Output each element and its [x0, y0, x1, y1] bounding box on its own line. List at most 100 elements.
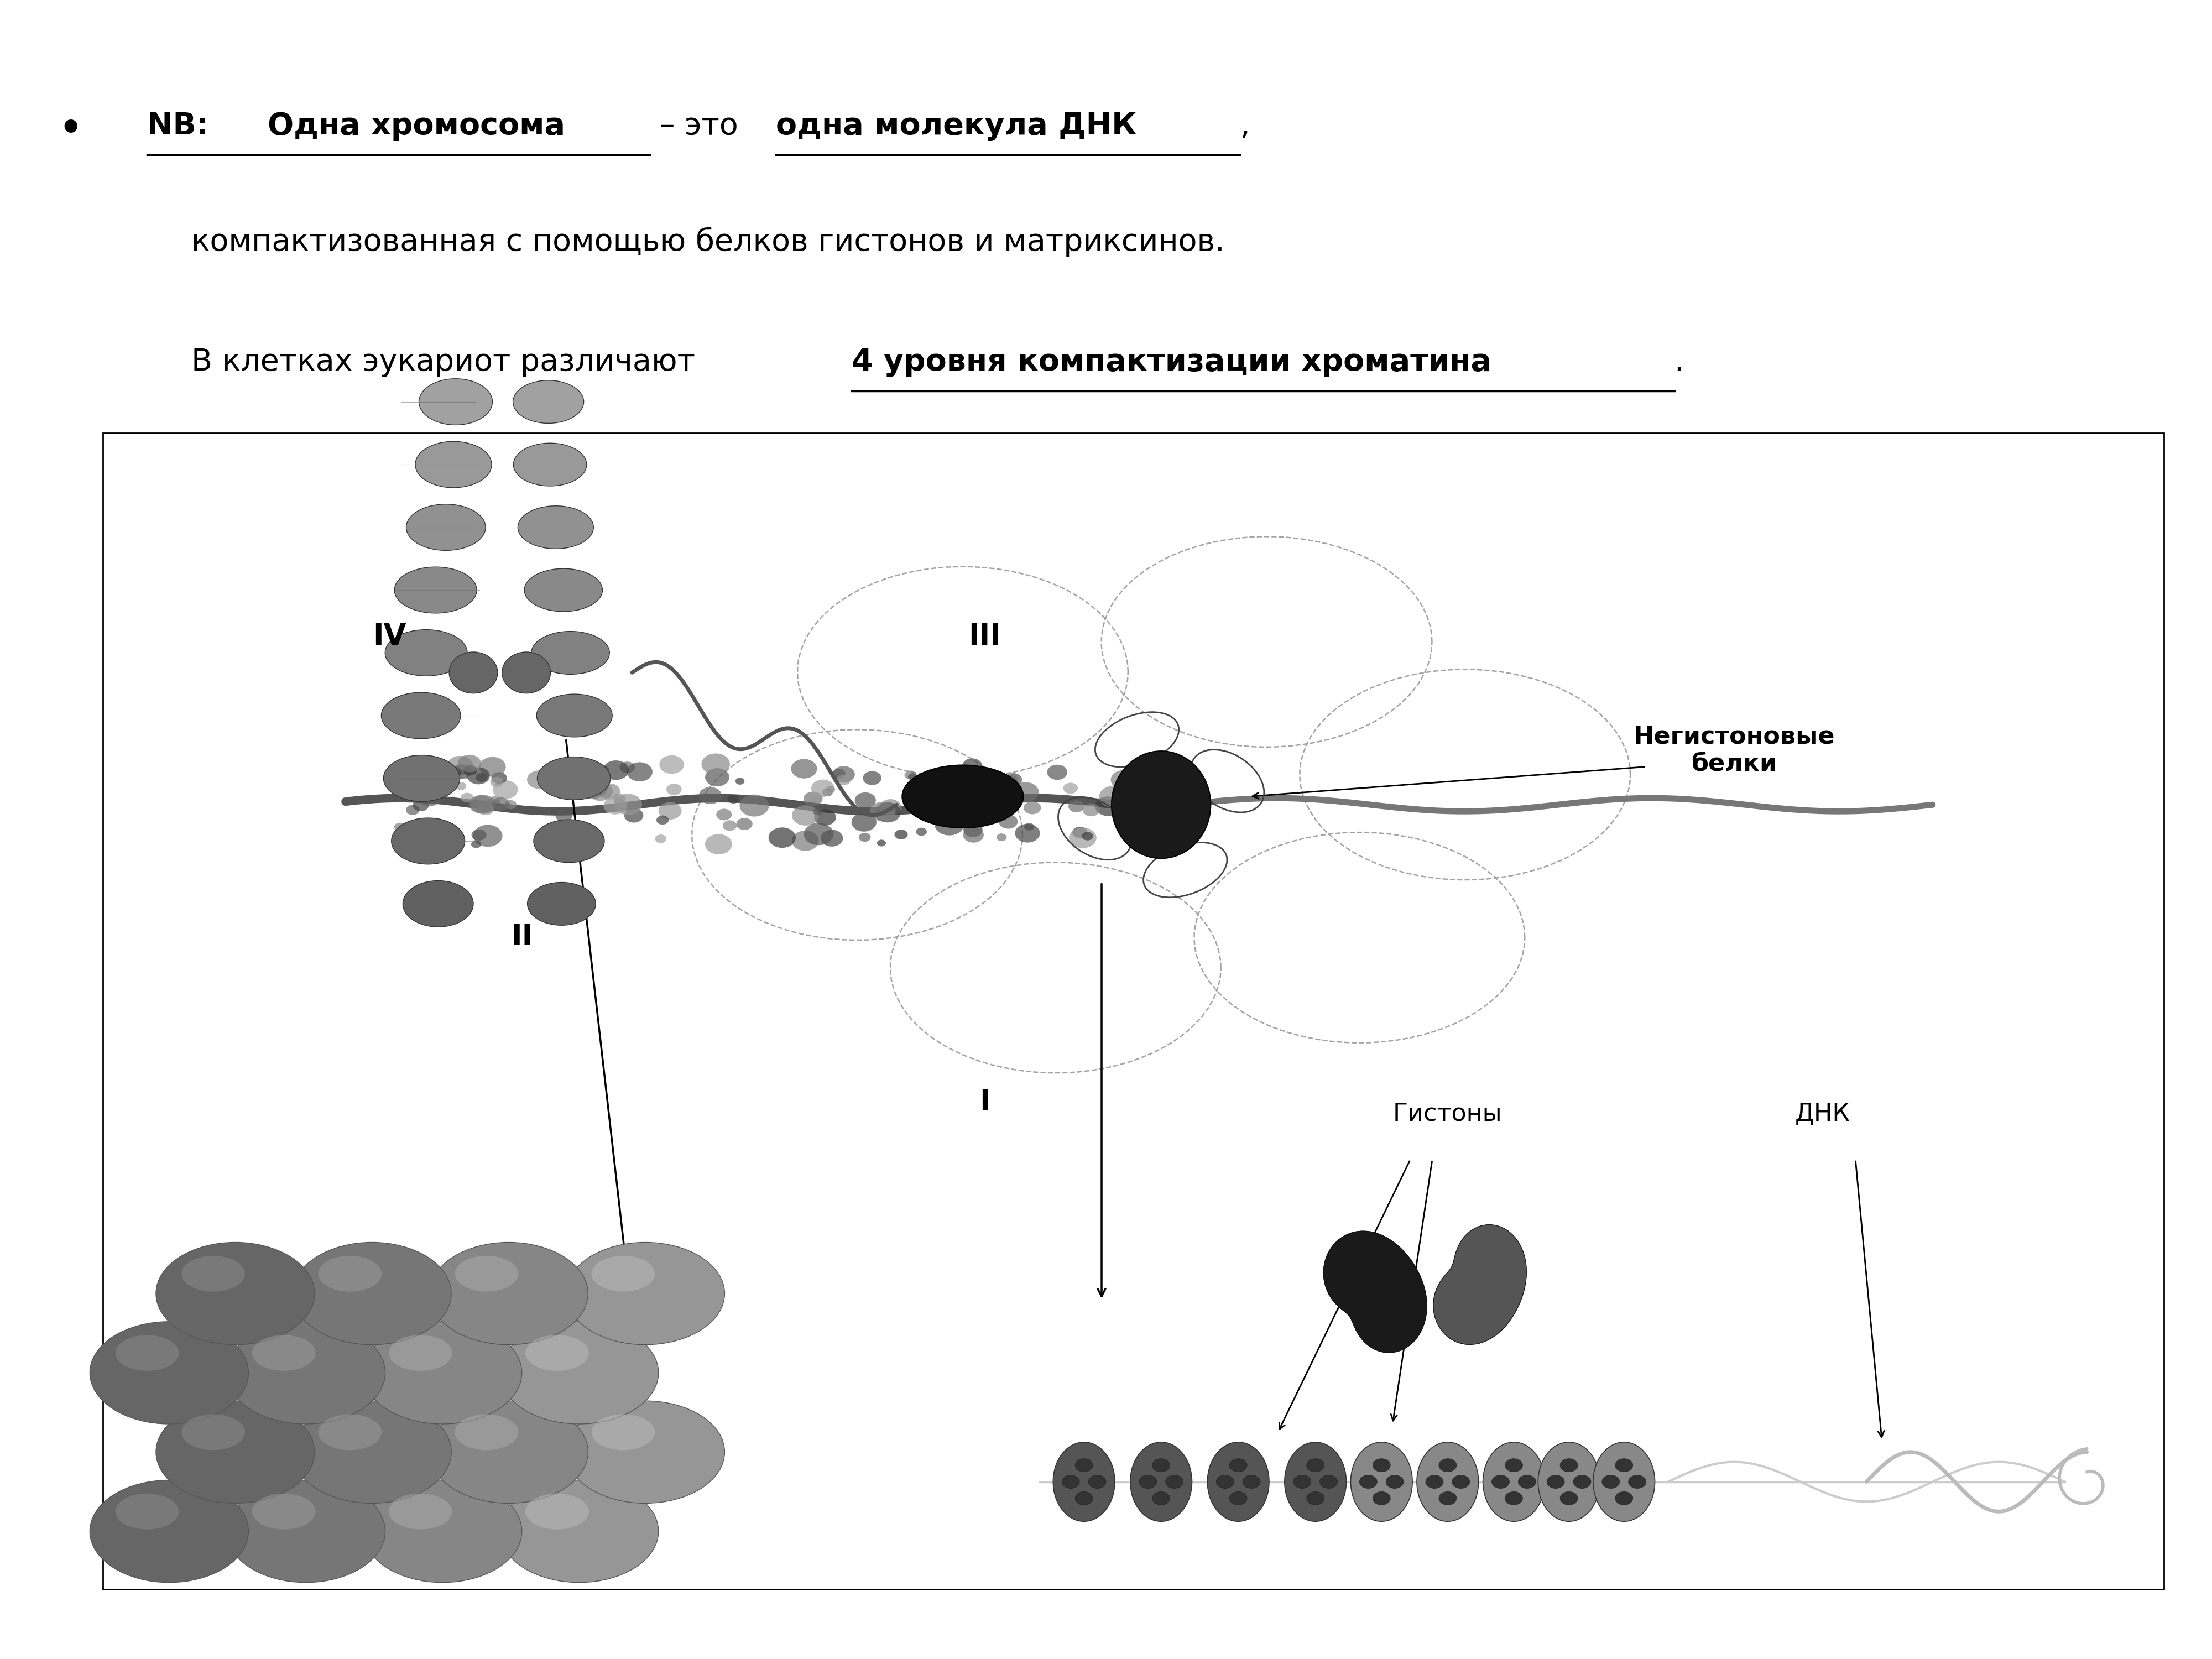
- Circle shape: [469, 795, 493, 813]
- Circle shape: [394, 823, 407, 831]
- Ellipse shape: [292, 1243, 451, 1345]
- Circle shape: [1559, 1491, 1577, 1505]
- Ellipse shape: [91, 1322, 248, 1423]
- Text: IV: IV: [374, 622, 407, 650]
- Circle shape: [723, 820, 737, 831]
- Ellipse shape: [902, 765, 1024, 828]
- Circle shape: [471, 795, 495, 815]
- Circle shape: [803, 823, 834, 844]
- Circle shape: [599, 766, 608, 773]
- Text: Одна хромосома: Одна хромосома: [268, 111, 564, 141]
- Ellipse shape: [403, 881, 473, 927]
- Ellipse shape: [429, 1243, 588, 1345]
- Circle shape: [447, 757, 473, 775]
- Ellipse shape: [416, 441, 491, 488]
- Ellipse shape: [363, 1480, 522, 1583]
- Ellipse shape: [513, 380, 584, 423]
- Ellipse shape: [319, 1415, 383, 1450]
- Circle shape: [604, 760, 628, 780]
- Ellipse shape: [319, 1256, 383, 1292]
- Circle shape: [1075, 1458, 1093, 1472]
- Circle shape: [962, 770, 991, 791]
- Circle shape: [1217, 1475, 1234, 1488]
- Circle shape: [491, 776, 504, 786]
- Circle shape: [1073, 826, 1088, 838]
- Circle shape: [580, 828, 599, 841]
- Circle shape: [1374, 1458, 1391, 1472]
- Circle shape: [575, 765, 588, 773]
- Ellipse shape: [389, 1335, 451, 1370]
- Circle shape: [717, 808, 732, 820]
- Circle shape: [1082, 803, 1099, 816]
- Ellipse shape: [566, 1243, 726, 1345]
- Circle shape: [942, 805, 973, 828]
- Circle shape: [1451, 1475, 1469, 1488]
- Ellipse shape: [91, 1480, 248, 1583]
- Circle shape: [1230, 1491, 1248, 1505]
- Circle shape: [1139, 1475, 1157, 1488]
- Circle shape: [1110, 798, 1137, 818]
- Ellipse shape: [252, 1335, 316, 1370]
- Circle shape: [964, 780, 982, 795]
- Circle shape: [659, 755, 684, 773]
- Circle shape: [1110, 770, 1137, 790]
- Circle shape: [964, 823, 982, 838]
- Text: В клетках эукариот различают: В клетках эукариот различают: [190, 347, 706, 377]
- Circle shape: [1504, 1458, 1522, 1472]
- Circle shape: [1615, 1491, 1632, 1505]
- Circle shape: [1130, 768, 1144, 780]
- Ellipse shape: [518, 506, 593, 549]
- Circle shape: [852, 813, 876, 831]
- Circle shape: [916, 828, 927, 836]
- Circle shape: [832, 768, 845, 778]
- Circle shape: [1628, 1475, 1646, 1488]
- Circle shape: [995, 833, 1006, 841]
- Circle shape: [453, 765, 471, 778]
- Text: – это: – это: [650, 111, 748, 141]
- Circle shape: [1307, 1491, 1325, 1505]
- Ellipse shape: [538, 757, 611, 800]
- Text: 4 уровня компактизации хроматина: 4 уровня компактизации хроматина: [852, 347, 1491, 377]
- Circle shape: [832, 766, 854, 783]
- Circle shape: [1425, 1475, 1442, 1488]
- Circle shape: [1387, 1475, 1405, 1488]
- Circle shape: [659, 803, 681, 820]
- Circle shape: [1046, 765, 1068, 780]
- Circle shape: [1559, 1458, 1577, 1472]
- Circle shape: [1024, 801, 1042, 815]
- Ellipse shape: [456, 1256, 518, 1292]
- Ellipse shape: [392, 818, 465, 864]
- Circle shape: [1068, 800, 1084, 813]
- Text: одна молекула ДНК: одна молекула ДНК: [776, 111, 1137, 141]
- Ellipse shape: [526, 883, 595, 926]
- Circle shape: [456, 781, 467, 790]
- Circle shape: [414, 800, 429, 811]
- Ellipse shape: [252, 1493, 316, 1530]
- Circle shape: [418, 768, 447, 791]
- Ellipse shape: [226, 1322, 385, 1423]
- Ellipse shape: [524, 569, 602, 612]
- Circle shape: [493, 780, 518, 800]
- Circle shape: [425, 791, 436, 798]
- Circle shape: [467, 766, 489, 785]
- Circle shape: [1438, 1458, 1455, 1472]
- Circle shape: [821, 830, 843, 846]
- Polygon shape: [1433, 1224, 1526, 1344]
- Text: •: •: [60, 111, 82, 148]
- Ellipse shape: [429, 1400, 588, 1503]
- Circle shape: [555, 810, 573, 821]
- Circle shape: [1243, 1475, 1261, 1488]
- Circle shape: [814, 810, 836, 826]
- Circle shape: [604, 796, 626, 815]
- Circle shape: [907, 773, 918, 780]
- Circle shape: [1615, 1458, 1632, 1472]
- Circle shape: [1601, 1475, 1619, 1488]
- Circle shape: [588, 783, 613, 801]
- Circle shape: [1374, 1491, 1391, 1505]
- Circle shape: [1321, 1475, 1338, 1488]
- Circle shape: [577, 776, 608, 798]
- Circle shape: [626, 761, 653, 781]
- Circle shape: [1573, 1475, 1590, 1488]
- Circle shape: [471, 841, 482, 848]
- Circle shape: [905, 770, 916, 780]
